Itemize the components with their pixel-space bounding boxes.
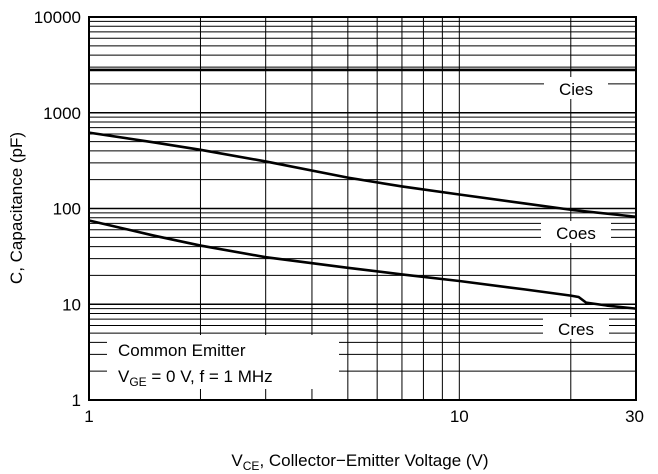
x-tick-label: 10 [450,407,469,426]
legend-bg [107,335,339,389]
x-tick-label: 1 [84,407,93,426]
series-label-cies: Cies [559,80,593,99]
cies-label-bg [544,77,608,99]
legend-line-2: VGE = 0 V, f = 1 MHz [118,367,273,389]
legend-line-2-rest: = 0 V, f = 1 MHz [147,367,273,386]
series-line-cres [88,219,637,310]
y-tick-label: 1000 [43,104,81,123]
y-tick-labels: 1 10 100 1000 10000 [34,8,81,410]
legend-line-1: Common Emitter [118,341,246,360]
legend-line-2-sub: GE [129,375,146,389]
cres-label-bg [543,317,609,339]
curves [88,68,637,310]
series-line-coes [88,131,637,219]
coes-label-bg [541,221,611,243]
y-axis-label: C, Capacitance (pF) [7,132,26,284]
y-tick-label: 100 [53,200,81,219]
x-tick-label: 30 [625,407,644,426]
x-axis-label: VCE, Collector−Emitter Voltage (V) [231,451,488,473]
series-label-cres: Cres [558,320,594,339]
x-axis-label-rest: , Collector−Emitter Voltage (V) [259,451,488,470]
x-tick-labels: 1 10 30 [84,407,644,426]
curve-labels: Cies Coes Cres [541,77,611,339]
y-tick-label: 10 [62,295,81,314]
plot-frame [88,16,637,401]
x-axis-label-main: V [231,451,243,470]
series-label-coes: Coes [556,224,596,243]
x-axis-label-sub: CE [243,459,260,473]
legend-line-2-main: V [118,367,130,386]
legend-box: Common Emitter VGE = 0 V, f = 1 MHz [107,335,339,389]
y-tick-label: 1 [72,391,81,410]
y-tick-label: 10000 [34,8,81,27]
